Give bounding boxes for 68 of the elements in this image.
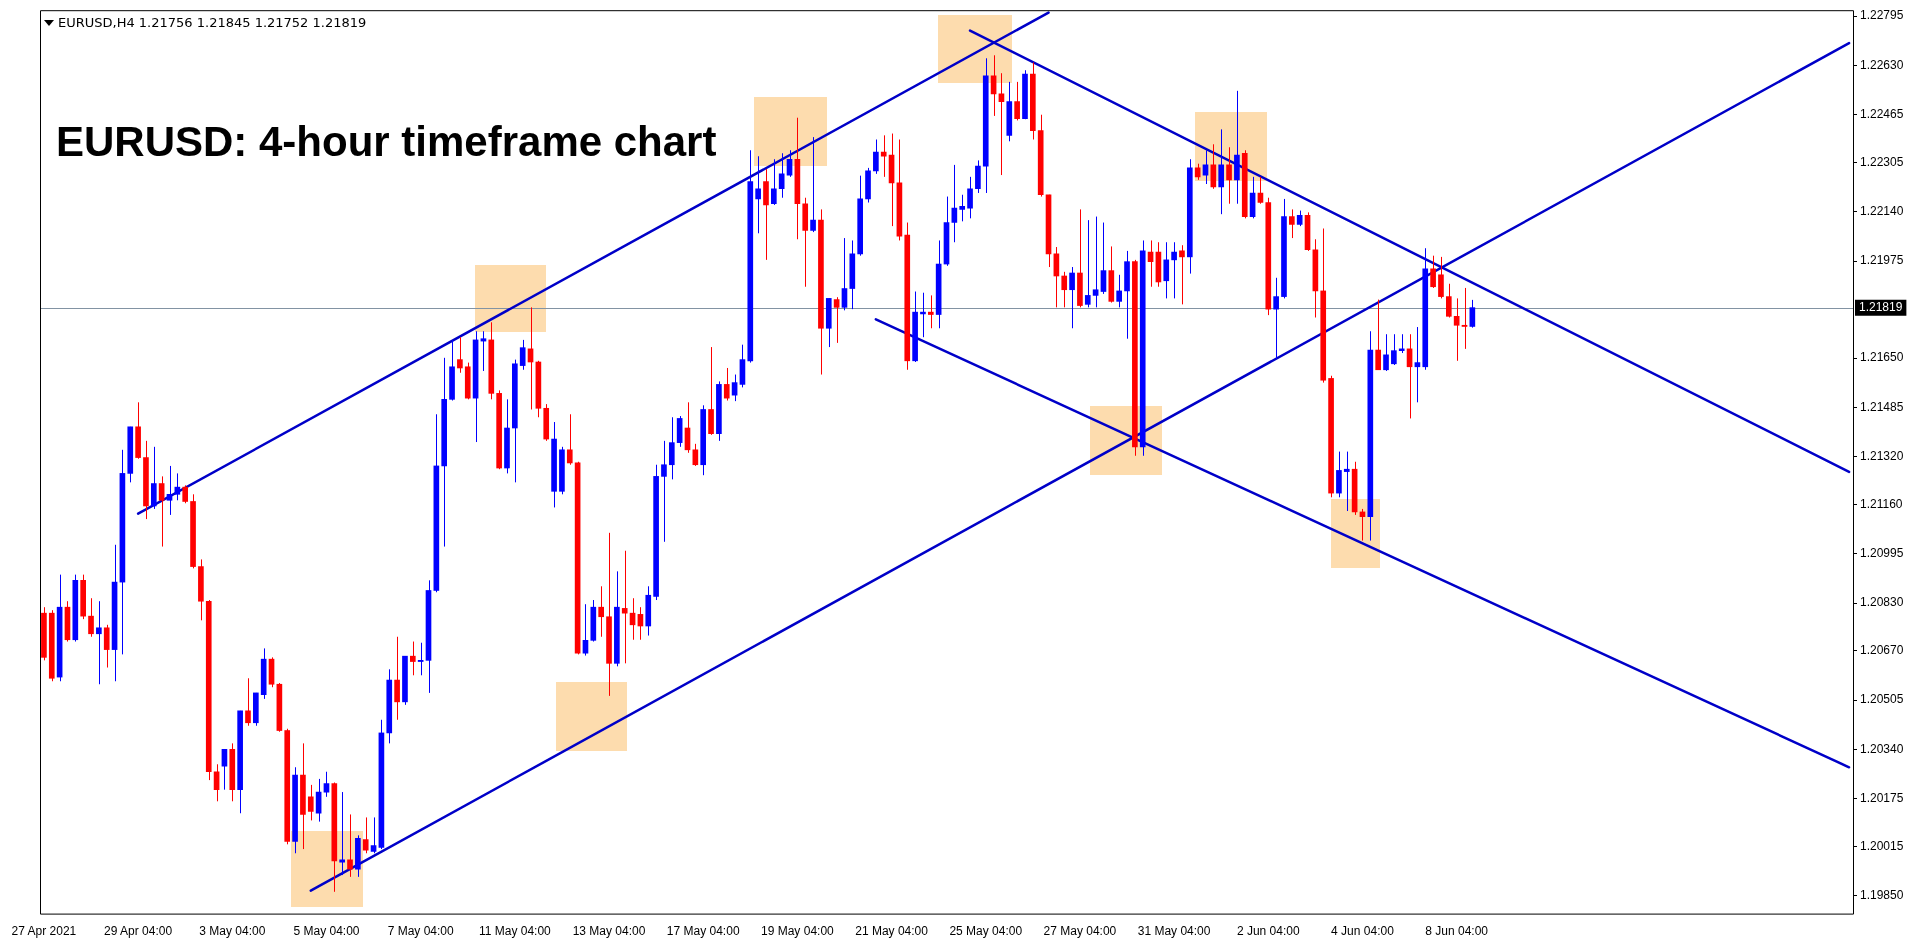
x-tick-label: 17 May 04:00 [666, 924, 740, 939]
x-tick-label: 3 May 04:00 [199, 924, 266, 939]
candlestick [1006, 81, 1013, 142]
candlestick [1445, 283, 1452, 319]
candlestick [127, 426, 134, 483]
candlestick [1296, 210, 1303, 227]
candlestick [1084, 219, 1091, 308]
x-tick-label: 29 Apr 04:00 [104, 924, 173, 939]
y-tick-label: 1.21160 [1860, 496, 1903, 511]
candlestick [362, 816, 369, 854]
y-tick-label: 1.22795 [1860, 8, 1904, 23]
y-tick-label: 1.20830 [1860, 595, 1904, 610]
y-tick-label: 1.21975 [1860, 253, 1904, 268]
candlestick [103, 624, 110, 669]
chart-subtitle: EURUSD,H4 1.21756 1.21845 1.21752 1.21819 [58, 15, 367, 30]
candlestick [1108, 245, 1115, 304]
candlestick [519, 339, 526, 371]
y-tick-label: 1.20015 [1860, 838, 1904, 853]
candlestick [810, 136, 816, 233]
candlestick [566, 413, 573, 466]
candlestick [1438, 256, 1444, 299]
x-tick-label: 25 May 04:00 [949, 924, 1023, 939]
x-tick-label: 31 May 04:00 [1137, 924, 1211, 939]
candlestick [1289, 208, 1295, 239]
y-tick-label: 1.22140 [1860, 204, 1904, 219]
x-tick-label: 19 May 04:00 [761, 924, 835, 939]
y-tick-label: 1.20175 [1860, 790, 1904, 805]
candlestick [959, 194, 966, 222]
x-tick-label: 5 May 04:00 [293, 924, 360, 939]
candlestick [1014, 81, 1020, 121]
x-tick-label: 7 May 04:00 [387, 924, 454, 939]
candlestick [967, 176, 973, 219]
y-tick-label: 1.20340 [1860, 741, 1904, 756]
y-tick-label: 1.20670 [1860, 643, 1904, 658]
x-tick-label: 27 Apr 2021 [11, 924, 77, 939]
candlestick [449, 339, 455, 402]
candlestick [1391, 333, 1397, 366]
y-tick-label: 1.22465 [1860, 107, 1904, 122]
candlestick [606, 532, 612, 697]
text: EURUSD: 4-hour timeframe chart [56, 118, 717, 166]
x-tick-label: 2 Jun 04:00 [1236, 924, 1300, 939]
candlestick [661, 440, 667, 543]
candlestick [245, 677, 251, 727]
candlestick [825, 297, 832, 348]
y-tick-label: 1.22630 [1860, 57, 1904, 72]
candlestick [135, 401, 141, 460]
y-tick-label: 1.21485 [1860, 399, 1904, 414]
y-tick-label: 1.21650 [1860, 350, 1904, 365]
y-tick-label: 1.21320 [1860, 448, 1904, 463]
candlestick [880, 134, 887, 178]
y-tick-label: 1.22305 [1860, 154, 1904, 169]
x-tick-label: 4 Jun 04:00 [1331, 924, 1395, 939]
candlestick [96, 600, 102, 685]
ref-line-label: 1.21819 [1859, 299, 1903, 314]
x-tick-label: 11 May 04:00 [478, 924, 552, 939]
candlestick [802, 197, 809, 288]
candlestick [198, 558, 204, 621]
candlestick [559, 446, 565, 495]
x-tick-label: 8 Jun 04:00 [1425, 924, 1489, 939]
y-tick-label: 1.20505 [1860, 692, 1904, 707]
candlestick [1430, 255, 1436, 289]
y-tick-label: 1.20995 [1860, 546, 1904, 561]
candlestick [771, 158, 777, 206]
candlestick [755, 155, 761, 234]
x-tick-label: 27 May 04:00 [1043, 924, 1117, 939]
x-tick-label: 13 May 04:00 [572, 924, 646, 939]
y-tick-label: 1.19850 [1860, 887, 1904, 902]
x-tick-label: 21 May 04:00 [855, 924, 929, 939]
